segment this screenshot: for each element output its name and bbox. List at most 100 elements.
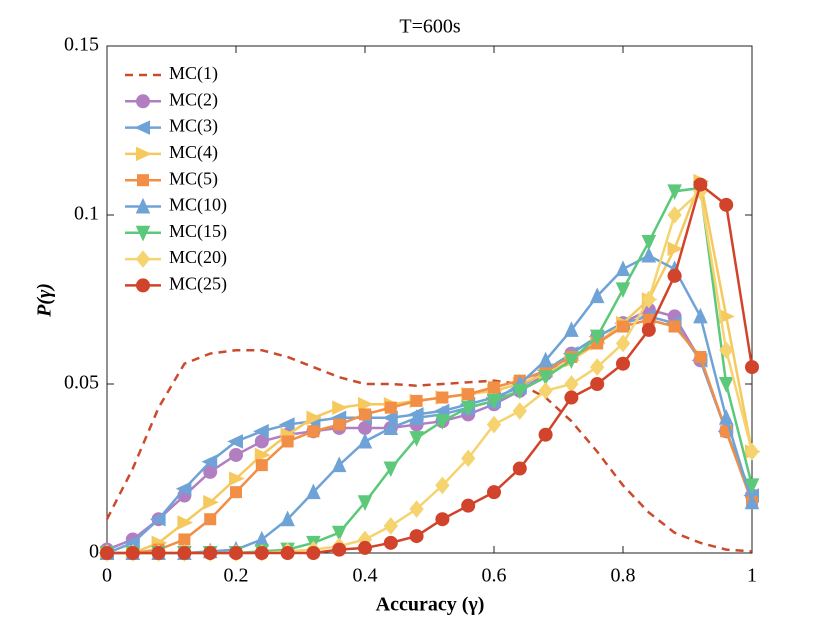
marker	[229, 471, 245, 486]
marker	[590, 377, 605, 391]
marker	[564, 321, 579, 337]
marker	[461, 449, 476, 468]
marker	[307, 425, 320, 438]
x-tick-label: 0.8	[611, 565, 636, 587]
marker	[538, 351, 553, 368]
marker	[615, 282, 631, 299]
marker	[227, 434, 243, 449]
marker	[462, 388, 475, 401]
line	[107, 318, 754, 555]
marker	[718, 409, 734, 425]
marker	[409, 500, 424, 518]
marker	[641, 235, 657, 251]
marker	[538, 370, 553, 386]
marker	[488, 381, 500, 394]
marker	[332, 400, 348, 415]
plot-area	[106, 45, 753, 554]
chart-title: T=600s	[399, 16, 460, 38]
legend-item: MC(1)	[125, 63, 218, 84]
marker	[719, 341, 734, 359]
marker	[589, 287, 605, 304]
x-tick-label: 0.6	[482, 565, 507, 587]
marker	[512, 461, 527, 476]
legend-item: MC(15)	[125, 221, 227, 242]
legend-item: MC(3)	[125, 116, 218, 137]
marker	[204, 513, 217, 526]
marker	[435, 512, 450, 527]
marker	[135, 250, 151, 268]
marker	[254, 447, 271, 463]
legend-item: MC(5)	[125, 168, 218, 189]
marker	[564, 353, 579, 370]
marker	[589, 329, 605, 346]
marker	[616, 356, 630, 371]
marker	[410, 394, 423, 407]
marker	[254, 530, 270, 547]
marker	[306, 483, 321, 500]
marker	[384, 401, 397, 414]
marker	[358, 396, 374, 412]
marker	[253, 424, 269, 439]
x-tick-label: 0.2	[224, 565, 249, 587]
marker	[201, 454, 218, 470]
marker	[175, 481, 192, 497]
marker	[694, 350, 707, 363]
legend-label: MC(2)	[169, 89, 218, 110]
marker	[229, 447, 243, 462]
marker	[178, 533, 191, 546]
legend-label: MC(5)	[169, 168, 218, 189]
marker	[137, 174, 149, 187]
marker	[136, 278, 150, 293]
marker	[487, 485, 501, 500]
marker	[203, 546, 218, 560]
marker	[667, 184, 682, 201]
marker	[486, 415, 502, 434]
marker	[136, 94, 150, 109]
marker	[281, 435, 294, 448]
marker	[280, 510, 295, 527]
marker	[177, 515, 194, 530]
marker	[641, 322, 656, 337]
marker	[306, 410, 323, 426]
marker	[409, 409, 424, 425]
marker	[331, 456, 347, 473]
marker	[177, 546, 192, 560]
marker	[435, 476, 450, 495]
marker	[383, 535, 398, 550]
marker	[134, 120, 150, 135]
marker	[229, 546, 243, 560]
marker	[615, 334, 631, 353]
marker	[617, 320, 629, 333]
x-tick-label: 1	[747, 565, 757, 587]
marker	[306, 546, 321, 560]
marker	[333, 418, 346, 431]
legend-label: MC(25)	[169, 274, 227, 295]
marker	[641, 290, 656, 309]
legend-label: MC(3)	[169, 116, 218, 137]
marker	[668, 320, 681, 333]
marker	[358, 540, 372, 555]
marker	[720, 425, 733, 438]
line	[106, 315, 754, 555]
marker	[135, 225, 151, 242]
marker	[359, 408, 371, 421]
marker	[436, 391, 449, 404]
x-axis-label: Accuracy (γ)	[376, 594, 485, 616]
marker	[383, 517, 398, 535]
marker	[357, 495, 373, 511]
marker	[615, 260, 631, 277]
marker	[409, 529, 424, 544]
legend-label: MC(1)	[169, 63, 218, 84]
marker	[486, 393, 502, 410]
legend-label: MC(4)	[169, 142, 218, 163]
marker	[667, 268, 682, 283]
marker	[383, 419, 399, 435]
marker	[564, 375, 579, 393]
marker	[460, 400, 476, 417]
marker	[136, 146, 152, 162]
marker	[357, 432, 373, 449]
legend-item: MC(2)	[125, 89, 218, 110]
x-tick-label: 0	[102, 565, 112, 587]
marker	[564, 390, 579, 405]
